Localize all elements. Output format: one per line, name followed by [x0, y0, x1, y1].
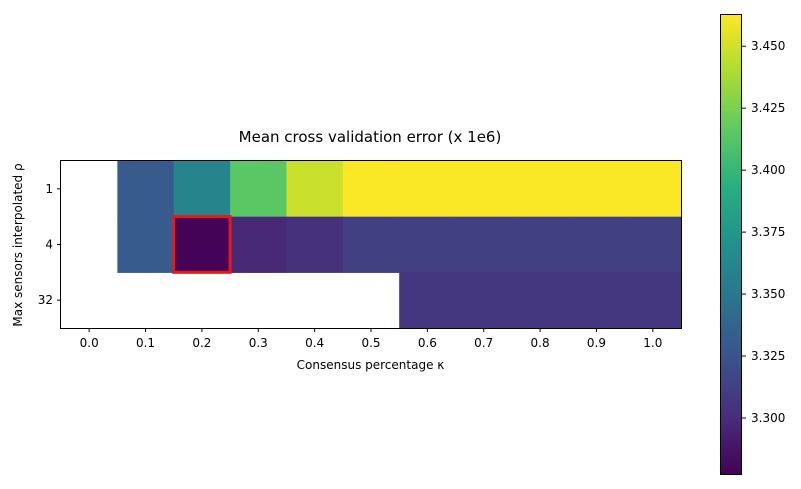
heatmap-cell: [399, 161, 457, 218]
heatmap-cell: [117, 161, 175, 218]
colorbar-frame: [720, 14, 742, 475]
x-tick-label: 0.4: [305, 336, 324, 350]
heatmap-cell: [117, 216, 175, 273]
heatmap-cell: [511, 216, 569, 273]
heatmap-cells: [117, 161, 682, 329]
y-axis-label: Max sensors interpolated ρ: [11, 163, 25, 326]
heatmap-cell: [342, 216, 400, 273]
colorbar: [720, 14, 742, 475]
colorbar-tick-label: 3.425: [751, 101, 785, 115]
x-tick-label: 0.6: [418, 336, 437, 350]
heatmap-cell: [399, 272, 457, 329]
x-tick-label: 0.2: [192, 336, 211, 350]
x-tick-label: 0.8: [531, 336, 550, 350]
x-tick-label: 0.5: [361, 336, 380, 350]
x-tick-label: 0.1: [136, 336, 155, 350]
heatmap-cell: [455, 161, 513, 218]
heatmap-cell: [286, 216, 344, 273]
colorbar-tick-label: 3.400: [751, 163, 785, 177]
heatmap-cell: [624, 216, 682, 273]
colorbar-tick-label: 3.300: [751, 411, 785, 425]
heatmap-cell: [230, 161, 288, 218]
heatmap-cell: [286, 161, 344, 218]
heatmap-cell: [342, 161, 400, 218]
y-tick-label: 4: [45, 238, 53, 252]
x-tick-label: 0.9: [587, 336, 606, 350]
heatmap-cell: [568, 272, 626, 329]
x-tick-label: 0.0: [80, 336, 99, 350]
heatmap-cell: [511, 272, 569, 329]
heatmap-cell: [455, 216, 513, 273]
y-tick-label: 32: [38, 293, 53, 307]
x-axis-label: Consensus percentage κ: [297, 358, 445, 372]
x-tick-label: 0.3: [249, 336, 268, 350]
x-tick-label: 1.0: [643, 336, 662, 350]
selected-cell-highlight: [172, 215, 232, 274]
heatmap-cell: [624, 161, 682, 218]
heatmap-cell: [173, 216, 231, 273]
heatmap-cell: [568, 216, 626, 273]
y-tick-label: 1: [45, 182, 53, 196]
chart-title: Mean cross validation error (x 1e6): [239, 128, 502, 146]
heatmap-cell: [568, 161, 626, 218]
colorbar-axis: 3.300 3.325 3.350 3.375 3.400 3.425 3.450: [742, 39, 785, 425]
heatmap-cell: [399, 216, 457, 273]
y-axis: 1 4 32: [38, 182, 61, 307]
x-tick-label: 0.7: [474, 336, 493, 350]
heatmap-cell: [230, 216, 288, 273]
heatmap-cell: [624, 272, 682, 329]
colorbar-tick-label: 3.375: [751, 225, 785, 239]
heatmap-cell: [511, 161, 569, 218]
colorbar-tick-label: 3.325: [751, 349, 785, 363]
heatmap-cell: [173, 161, 231, 218]
heatmap-cell: [455, 272, 513, 329]
x-axis: 0.0 0.1 0.2 0.3 0.4 0.5 0.6 0.7 0.8 0.9 1.0: [80, 328, 662, 350]
colorbar-tick-label: 3.450: [751, 39, 785, 53]
colorbar-tick-label: 3.350: [751, 287, 785, 301]
